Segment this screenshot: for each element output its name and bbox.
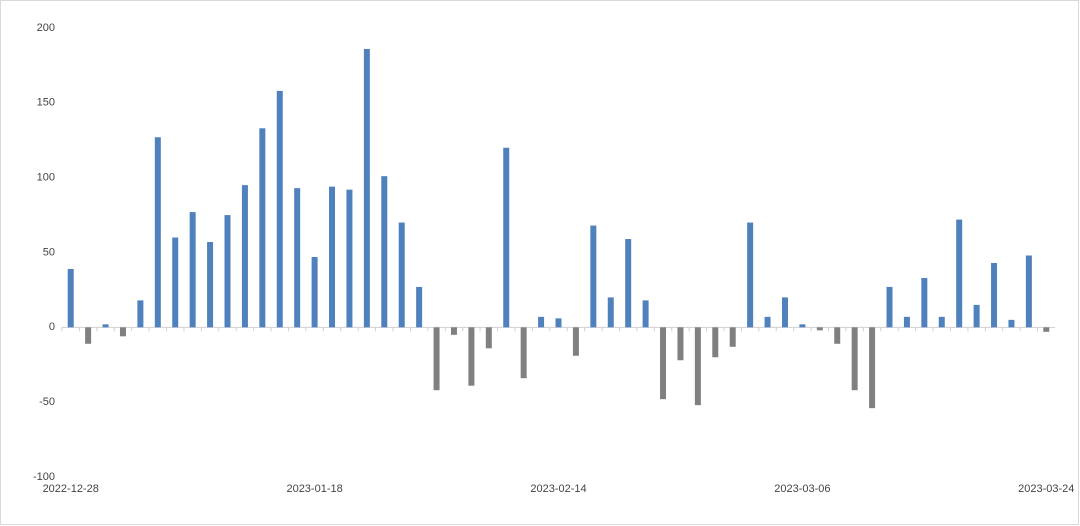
bar (102, 324, 109, 328)
bar (503, 147, 510, 328)
bar (921, 277, 928, 328)
bar (991, 262, 998, 328)
bar (642, 300, 649, 328)
bar (694, 327, 701, 406)
bar (207, 242, 214, 328)
bar (67, 268, 74, 328)
bar (172, 237, 179, 328)
bar (799, 324, 806, 328)
bar (416, 286, 423, 328)
x-tick-label: 2023-01-18 (286, 483, 342, 495)
x-tick-label: 2022-12-28 (43, 483, 99, 495)
bar (956, 219, 963, 328)
bar (85, 327, 92, 344)
bar (311, 256, 318, 328)
bar (938, 316, 945, 328)
y-tick-label: -50 (39, 396, 55, 408)
bar (712, 327, 719, 358)
y-tick-label: 100 (37, 172, 55, 184)
bar (1025, 255, 1032, 328)
bar (450, 327, 457, 335)
bar (747, 222, 754, 328)
x-tick-label: 2023-03-24 (1018, 483, 1074, 495)
bar (816, 327, 823, 331)
bar (851, 327, 858, 391)
bar (433, 327, 440, 391)
bar (259, 128, 266, 328)
bar (903, 316, 910, 328)
bar (224, 215, 231, 328)
bar (764, 316, 771, 328)
bar (538, 316, 545, 328)
bar (119, 327, 126, 337)
y-tick-label: -100 (33, 471, 55, 483)
bar (572, 327, 579, 356)
bar (555, 318, 562, 328)
x-tick-label: 2023-02-14 (530, 483, 586, 495)
bar (1043, 327, 1050, 332)
bar (781, 297, 788, 328)
y-tick-label: 0 (49, 321, 55, 333)
bar (346, 189, 353, 328)
bar (241, 185, 248, 328)
bar (1008, 319, 1015, 328)
bar (677, 327, 684, 361)
y-tick-label: 150 (37, 97, 55, 109)
y-tick-label: 50 (43, 246, 55, 258)
bar (729, 327, 736, 347)
bar (973, 304, 980, 328)
bar (189, 212, 196, 328)
bar (485, 327, 492, 349)
bar (276, 90, 283, 328)
bar (363, 48, 370, 328)
bar (398, 222, 405, 328)
bar (329, 186, 336, 328)
bar (294, 188, 301, 328)
bar (660, 327, 667, 400)
bar (520, 327, 527, 379)
bar (590, 225, 597, 328)
bar (607, 297, 614, 328)
bar (869, 327, 876, 409)
bar (154, 137, 161, 328)
bar (468, 327, 475, 386)
bar (834, 327, 841, 344)
y-tick-label: 200 (37, 22, 55, 34)
x-tick-label: 2023-03-06 (774, 483, 830, 495)
bar (381, 176, 388, 328)
bar (886, 286, 893, 328)
bar (137, 300, 144, 328)
bar (625, 239, 632, 328)
